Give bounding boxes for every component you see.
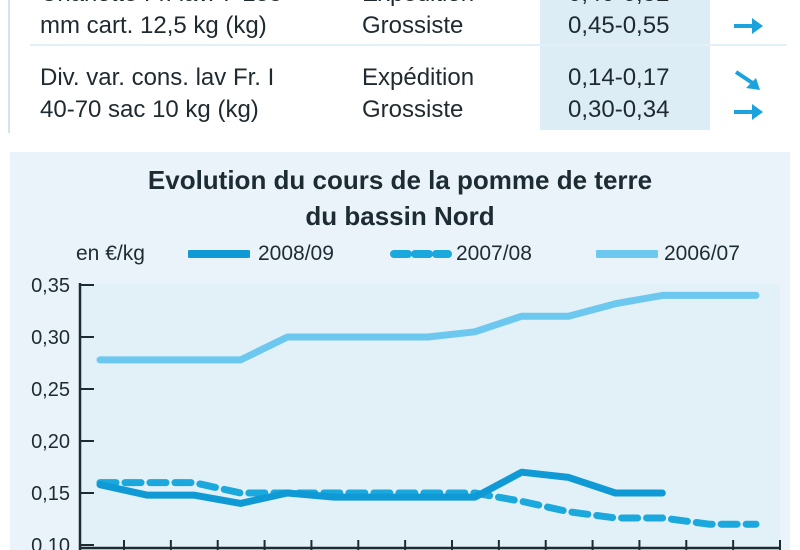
table-row: Charlotte Fr. lav. 7-155 mm cart. 12,5 k…	[30, 0, 787, 62]
y-axis-unit-label: en €/kg	[76, 242, 145, 265]
series-line-2006-07	[96, 291, 760, 364]
market-cell: Expédition Grossiste	[362, 62, 542, 128]
price-line-1: 0,40-0,52	[568, 0, 710, 10]
y-tick-label: 0,15	[31, 483, 70, 505]
down-right-arrow-icon	[734, 70, 760, 90]
table-row: Div. var. cons. lav Fr. I 40-70 sac 10 k…	[30, 52, 787, 130]
legend-label-2006-07: 2006/07	[664, 242, 740, 265]
market-line-1: Expédition	[362, 64, 475, 91]
series-line-2007-08	[96, 479, 760, 528]
y-tick-label: 0,20	[31, 431, 70, 453]
table-left-border	[8, 0, 10, 133]
chart-title-line-2: du bassin Nord	[305, 201, 495, 231]
product-cell: Div. var. cons. lav Fr. I 40-70 sac 10 k…	[40, 62, 320, 128]
row-divider	[30, 44, 787, 46]
price-line-1: 0,14-0,17	[568, 64, 670, 91]
legend-label-2007-08: 2007/08	[456, 242, 532, 265]
y-tick-label: 0,10	[31, 535, 70, 550]
price-table: Charlotte Fr. lav. 7-155 mm cart. 12,5 k…	[0, 0, 800, 140]
product-line-2: 40-70 sac 10 kg (kg)	[40, 96, 259, 123]
plot-area	[80, 284, 780, 550]
price-cell: 0,40-0,52 0,45-0,55	[540, 0, 710, 62]
product-line-2: mm cart. 12,5 kg (kg)	[40, 12, 267, 39]
market-line-1: Expédition	[362, 0, 542, 10]
y-tick-label: 0,30	[31, 327, 70, 349]
right-arrow-icon	[734, 18, 763, 34]
product-line-1: Div. var. cons. lav Fr. I	[40, 64, 275, 91]
price-line-2: 0,30-0,34	[568, 96, 670, 123]
product-cell: Charlotte Fr. lav. 7-155 mm cart. 12,5 k…	[40, 0, 320, 42]
market-cell: Expédition Grossiste	[362, 0, 542, 42]
y-tick-label: 0,25	[31, 379, 70, 401]
right-arrow-icon	[734, 104, 763, 120]
market-line-2: Grossiste	[362, 12, 464, 39]
legend-swatch-2007-08	[390, 250, 452, 258]
product-line-1: Charlotte Fr. lav. 7-155	[40, 0, 320, 10]
legend-label-2008-09: 2008/09	[258, 242, 334, 265]
legend-swatch-2006-07	[596, 250, 658, 258]
price-cell: 0,14-0,17 0,30-0,34	[540, 52, 710, 130]
market-line-2: Grossiste	[362, 96, 464, 123]
series-line-2008-09	[96, 468, 666, 507]
chart-title-line-1: Evolution du cours de la pomme de terre	[147, 165, 653, 195]
legend-swatch-2008-09	[188, 250, 250, 258]
price-line-2: 0,45-0,55	[568, 12, 670, 39]
y-tick-label: 0,35	[31, 275, 70, 297]
